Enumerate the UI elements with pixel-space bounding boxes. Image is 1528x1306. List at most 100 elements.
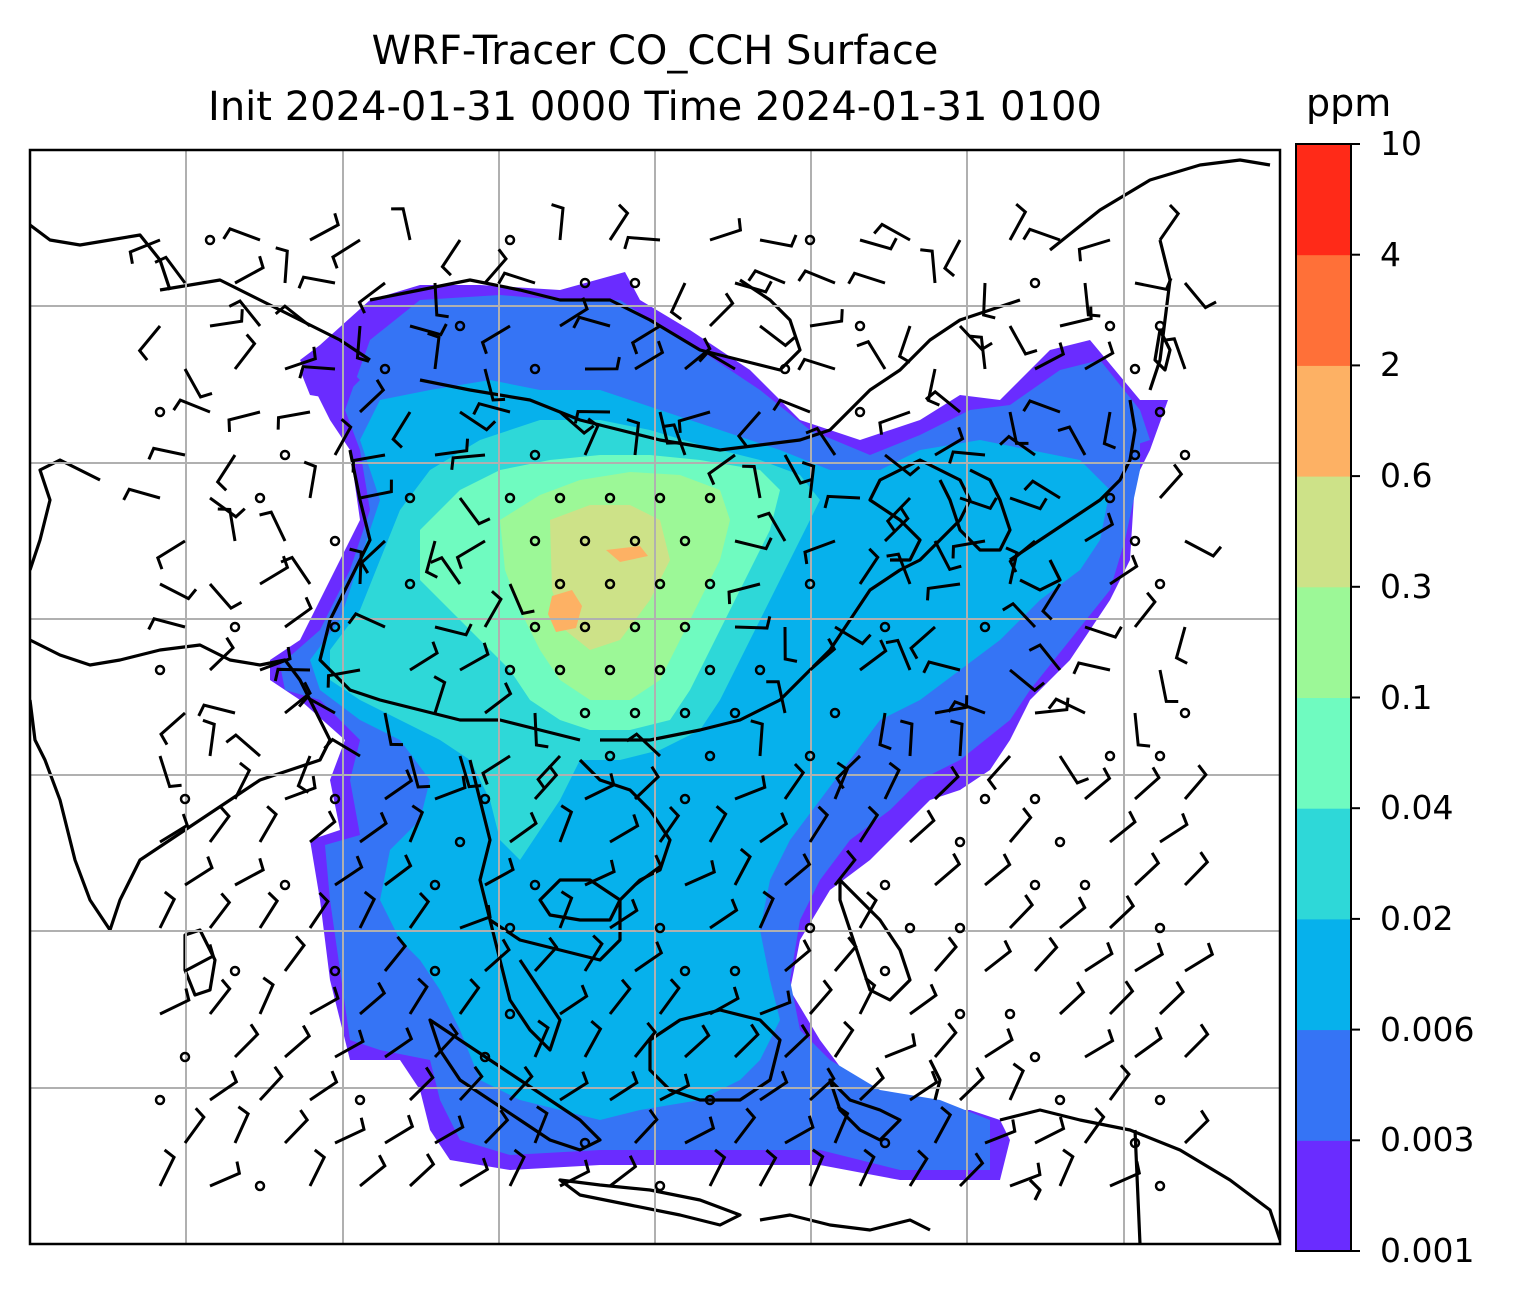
calm-wind-circle xyxy=(229,965,241,977)
border-mongolia xyxy=(369,278,802,372)
colorbar-segment xyxy=(1296,254,1351,366)
calm-wind-circle xyxy=(1029,1051,1041,1063)
wind-barb xyxy=(1183,851,1210,887)
calm-wind-circle xyxy=(154,406,166,418)
wind-barb xyxy=(234,857,265,887)
wind-barb xyxy=(958,1066,985,1102)
calm-wind-circle xyxy=(579,277,591,289)
wind-barb xyxy=(197,703,236,717)
colorbar-segment xyxy=(1296,365,1351,477)
wind-barb xyxy=(858,1066,886,1102)
wind-barb xyxy=(1058,755,1090,785)
calm-wind-circle xyxy=(479,1051,491,1063)
wind-barb xyxy=(209,1161,242,1188)
calm-wind-circle xyxy=(604,664,616,676)
wind-barb xyxy=(823,494,861,509)
wind-barb xyxy=(158,755,182,789)
wind-barb xyxy=(884,453,921,477)
coast-indochina xyxy=(468,758,672,962)
wind-barb xyxy=(1059,896,1087,930)
wind-barb xyxy=(734,775,767,801)
wind-barb xyxy=(630,324,661,355)
wind-barb xyxy=(1084,341,1115,371)
wind-barb xyxy=(858,805,880,843)
colorbar-unit: ppm xyxy=(1306,81,1392,125)
map-frame xyxy=(28,148,1282,1246)
calm-wind-circle xyxy=(1104,492,1116,504)
wind-barb xyxy=(1041,583,1062,621)
calm-wind-circle xyxy=(854,320,866,332)
wind-barb xyxy=(584,772,616,801)
wind-barb xyxy=(609,1070,639,1102)
calm-wind-circle xyxy=(604,578,616,590)
wind-barb xyxy=(284,775,317,801)
wind-barb xyxy=(408,891,431,929)
calm-wind-circle xyxy=(654,1180,666,1192)
calm-wind-circle xyxy=(729,965,741,977)
wind-barb xyxy=(847,271,886,285)
wind-barb xyxy=(303,460,318,499)
wind-barb xyxy=(609,813,640,844)
colorbar-segment xyxy=(1296,144,1351,256)
calm-wind-circle xyxy=(454,320,466,332)
colorbar-tick-label: 0.6 xyxy=(1380,456,1433,496)
wind-barb xyxy=(584,859,616,887)
wind-barb xyxy=(172,398,211,414)
wind-barb xyxy=(583,934,604,972)
wind-barb xyxy=(533,936,559,973)
wind-barb xyxy=(434,623,473,637)
wind-barb xyxy=(559,1071,589,1102)
wind-barb xyxy=(533,764,559,800)
wind-barb xyxy=(633,765,661,801)
wind-barb xyxy=(1134,277,1173,292)
wind-barb xyxy=(633,1108,659,1145)
wind-barb xyxy=(858,891,878,929)
wind-barb xyxy=(276,410,311,430)
wind-barb xyxy=(1033,936,1059,973)
colorbar-tick-label: 0.003 xyxy=(1380,1120,1475,1160)
wind-barb xyxy=(208,892,232,929)
wind-barb xyxy=(708,292,735,328)
wind-barb xyxy=(833,936,858,972)
calm-wind-circle xyxy=(579,621,591,633)
wind-barb xyxy=(609,898,639,930)
wind-barb xyxy=(259,510,287,542)
coast-malay xyxy=(488,919,562,1052)
wind-barb xyxy=(309,1070,339,1102)
coast-russia-east xyxy=(1049,158,1271,391)
wind-barb xyxy=(433,1022,459,1059)
wind-barb xyxy=(783,454,813,485)
wind-barb xyxy=(427,331,441,370)
wind-barb xyxy=(308,891,330,929)
wind-barb xyxy=(924,389,961,414)
wind-barb xyxy=(472,401,511,416)
wind-barb xyxy=(334,1029,365,1059)
wind-barb xyxy=(284,596,313,629)
wind-barb xyxy=(797,357,836,371)
wind-barb xyxy=(808,1148,825,1187)
wind-barb xyxy=(331,238,361,269)
wind-barb xyxy=(536,754,562,791)
wind-barb xyxy=(1023,479,1061,500)
wind-barb xyxy=(183,1107,206,1144)
wind-barb xyxy=(434,775,467,801)
wind-barb xyxy=(455,539,486,570)
calm-wind-circle xyxy=(404,578,416,590)
calm-wind-circle xyxy=(679,793,691,805)
wind-barb xyxy=(1109,810,1137,844)
coast-arabia xyxy=(30,458,101,571)
wind-barb xyxy=(458,755,482,789)
wind-barb xyxy=(1133,712,1151,748)
calm-wind-circle xyxy=(629,621,641,633)
wind-barb xyxy=(284,1024,312,1059)
calm-wind-circle xyxy=(1154,750,1166,762)
wind-barb xyxy=(308,1148,327,1187)
wind-barb xyxy=(833,849,857,886)
wind-barb xyxy=(734,280,773,294)
wind-barb xyxy=(533,1105,549,1144)
calm-wind-circle xyxy=(1129,449,1141,461)
wind-barb xyxy=(833,761,850,800)
wind-barb xyxy=(215,454,237,492)
wind-barb xyxy=(759,990,792,1016)
calm-wind-circle xyxy=(1154,320,1166,332)
